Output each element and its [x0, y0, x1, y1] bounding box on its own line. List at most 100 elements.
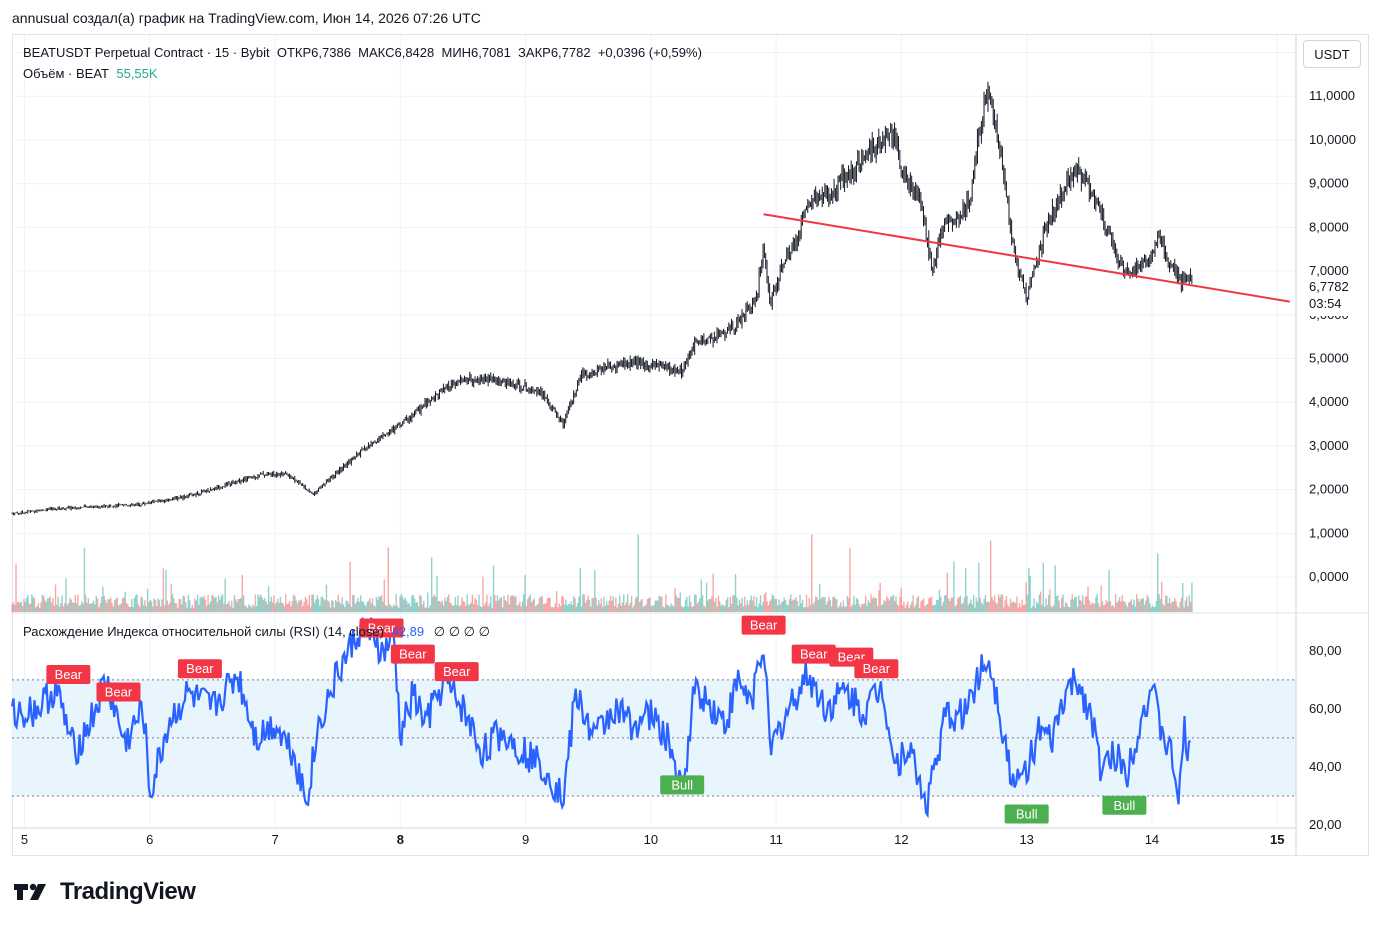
currency-button[interactable]: USDT: [1303, 40, 1361, 68]
volume-bar: [466, 594, 468, 612]
volume-bar: [1021, 599, 1023, 612]
volume-bar: [771, 594, 774, 612]
volume-bar: [115, 598, 117, 612]
volume-bar: [170, 584, 172, 612]
divergence-label-text: Bear: [186, 661, 214, 676]
volume-bar: [119, 604, 121, 612]
bear-divergence-label: Bear: [177, 659, 222, 679]
volume-bar: [277, 598, 279, 612]
volume-bar: [179, 599, 182, 612]
volume-bar: [719, 601, 721, 612]
volume-bar: [256, 605, 258, 612]
volume-bar: [395, 594, 397, 612]
volume-bar: [605, 600, 608, 612]
volume-bar: [908, 607, 910, 612]
volume-bar: [1188, 595, 1191, 612]
volume-bar: [874, 598, 876, 612]
volume-bar: [1133, 599, 1135, 612]
volume-bar: [786, 604, 788, 612]
volume-bar: [363, 604, 366, 612]
volume-bar: [69, 598, 71, 612]
volume-bar: [657, 600, 659, 612]
volume-bar: [930, 596, 933, 612]
volume-bar: [537, 603, 539, 612]
volume-bar: [220, 596, 222, 612]
volume-bar: [352, 594, 354, 612]
volume-bar: [971, 604, 973, 612]
brand-logo[interactable]: TradingView: [14, 878, 196, 906]
volume-bar: [331, 599, 333, 612]
volume-bar: [104, 599, 107, 612]
volume-bar: [868, 602, 871, 612]
volume-bar: [54, 584, 57, 612]
volume-bar: [194, 598, 196, 612]
volume-bar: [1171, 601, 1173, 612]
volume-bar: [959, 595, 962, 612]
volume-bar: [896, 604, 899, 612]
rsi-na-values: ∅ ∅ ∅ ∅: [433, 624, 490, 639]
volume-bar: [377, 599, 379, 612]
volume-bar: [772, 595, 775, 612]
volume-bar: [296, 603, 299, 612]
volume-bar: [292, 594, 295, 612]
volume-bar: [370, 603, 372, 612]
volume-bar: [926, 604, 929, 612]
volume-bar: [686, 596, 688, 612]
volume-bar: [1080, 601, 1083, 612]
volume-bar: [478, 594, 480, 612]
volume-bar: [524, 575, 526, 612]
volume-bar: [1079, 599, 1081, 612]
volume-bar: [275, 602, 278, 612]
volume-bar: [158, 600, 161, 612]
volume-bar: [349, 561, 351, 612]
volume-bar: [711, 596, 713, 612]
volume-bar: [337, 594, 339, 612]
volume-bar: [162, 568, 165, 612]
volume-bar: [504, 600, 507, 612]
volume-bar: [58, 606, 61, 612]
time-tick-label: 14: [1145, 832, 1159, 847]
volume-bar: [21, 606, 24, 612]
volume-bar: [534, 606, 537, 612]
volume-bar: [203, 595, 205, 612]
volume-bar: [800, 603, 802, 612]
volume-bar: [783, 597, 785, 612]
volume-bar: [830, 606, 833, 612]
volume-bar: [448, 594, 450, 612]
volume-bar: [120, 603, 122, 612]
volume-bar: [865, 595, 867, 612]
volume-bar: [28, 603, 30, 612]
volume-bar: [975, 597, 977, 612]
volume-bar: [871, 598, 874, 612]
volume-bar: [482, 576, 484, 612]
volume-bar: [495, 601, 497, 612]
volume-bar: [1000, 594, 1002, 612]
volume-bar: [1068, 607, 1071, 612]
volume-bar: [665, 594, 667, 612]
volume-bar: [1087, 586, 1089, 612]
volume-bar: [940, 596, 942, 612]
volume-bar: [515, 596, 517, 612]
volume-bar: [645, 604, 647, 612]
volume-bar: [533, 598, 535, 612]
volume-bar: [433, 594, 436, 612]
divergence-label-box: [177, 659, 222, 679]
volume-value: 55,55K: [116, 66, 158, 81]
volume-bar: [437, 601, 439, 612]
volume-bar: [1070, 599, 1072, 612]
volume-bar: [405, 600, 408, 612]
volume-bar: [223, 603, 225, 612]
volume-bar: [992, 600, 995, 612]
volume-bar: [675, 595, 678, 612]
volume-bar: [353, 595, 355, 612]
bear-divergence-label: Bear: [390, 644, 435, 664]
volume-bar: [541, 595, 543, 612]
volume-bar: [895, 596, 897, 612]
volume-bar: [733, 595, 735, 612]
volume-bar: [56, 604, 58, 612]
volume-bar: [1047, 595, 1050, 612]
divergence-label-box: [434, 662, 479, 682]
volume-bar: [804, 607, 806, 612]
volume-bar: [327, 600, 329, 612]
